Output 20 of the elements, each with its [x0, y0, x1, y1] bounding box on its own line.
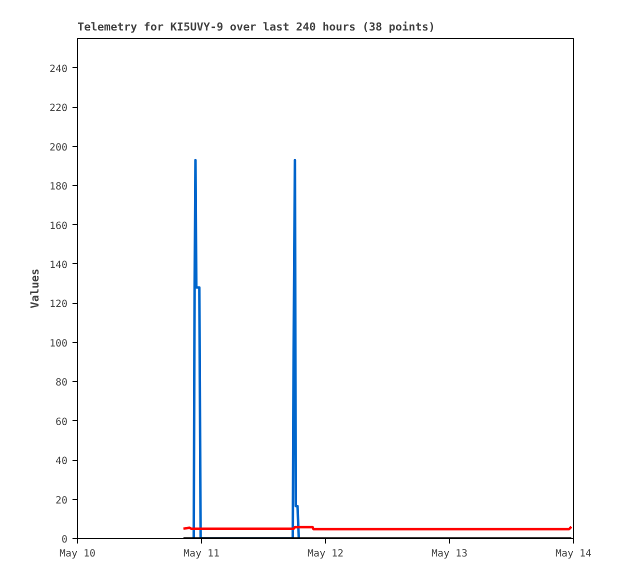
y-tick-label: 60 — [55, 416, 68, 428]
y-tick-label: 40 — [55, 456, 68, 468]
x-tick-label: May 14 — [555, 548, 592, 560]
y-axis-title: Values — [28, 268, 42, 308]
y-tick-label: 80 — [55, 378, 68, 389]
y-tick-label: 20 — [55, 495, 68, 506]
y-tick-label: 0 — [61, 534, 68, 546]
y-tick-label: 120 — [49, 299, 68, 310]
y-tick-label: 200 — [49, 142, 68, 154]
y-tick-label: 140 — [49, 260, 68, 271]
y-tick-label: 160 — [49, 220, 68, 232]
x-tick-label: May 11 — [183, 548, 220, 560]
y-tick-label: 180 — [49, 182, 68, 193]
x-tick-label: May 12 — [307, 548, 344, 560]
y-tick-label: 100 — [49, 338, 68, 350]
y-tick-label: 220 — [49, 103, 68, 114]
x-tick-label: May 13 — [431, 548, 468, 560]
x-tick-label: May 10 — [59, 548, 96, 560]
y-tick-label: 240 — [49, 64, 68, 75]
chart-title: Telemetry for KI5UVY-9 over last 240 hours (38 points) — [78, 20, 436, 34]
